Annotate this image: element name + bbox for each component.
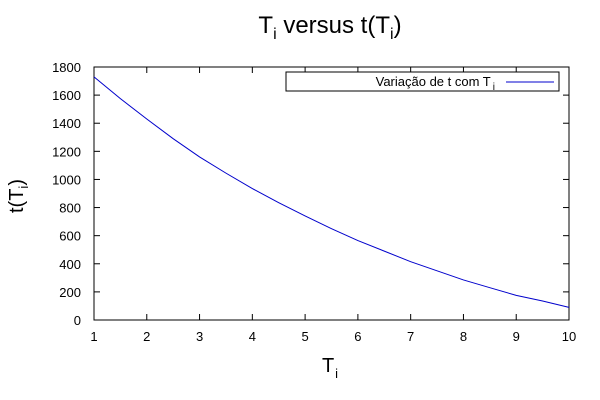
y-tick-label: 800 [59,201,81,216]
y-tick-label: 1800 [52,60,81,75]
x-tick-label: 10 [562,329,576,344]
y-tick-label: 200 [59,285,81,300]
chart-title-sub2: i [390,26,394,43]
x-axis-label-main: T [322,355,334,377]
y-tick-label: 600 [59,229,81,244]
y-tick-label: 1200 [52,144,81,159]
legend-label-sub: i [493,82,495,93]
x-tick-label: 5 [301,329,308,344]
y-tick-label: 0 [74,313,81,328]
x-tick-label: 4 [249,329,256,344]
plot-area [93,66,570,321]
x-tick-label: 2 [143,329,150,344]
x-tick-label: 6 [354,329,361,344]
x-tick-label: 7 [407,329,414,344]
y-axis: 0 200 400 600 800 1000 1200 1400 1600 1800 [52,60,569,328]
legend-box [285,71,560,92]
series-line [93,76,570,308]
x-tick-label: 3 [196,329,203,344]
x-axis-label-sub: i [335,366,338,381]
chart-title-close: ) [394,12,402,39]
y-axis-label-close: ) [6,179,28,186]
y-tick-label: 1000 [52,172,81,187]
y-axis-label-main: t(T [6,189,28,213]
chart-title-rest: versus t(T [277,12,391,39]
legend-label-main: Variação de t com T [376,74,491,89]
chart-title-sub: i [273,26,277,43]
chart-title: Ti versus t(Ti) [258,12,401,43]
y-axis-label: t(Ti) [6,179,31,213]
y-tick-label: 1600 [52,88,81,103]
y-axis-label-sub: i [16,186,31,189]
y-tick-label: 400 [59,257,81,272]
y-tick-label: 1400 [52,116,81,131]
chart-title-main: T [258,12,273,39]
x-axis-label: Ti [322,355,338,381]
x-tick-label: 9 [513,329,520,344]
x-axis: 1 2 3 4 5 6 7 8 9 10 [90,67,576,344]
x-tick-label: 8 [460,329,467,344]
x-tick-label: 1 [90,329,97,344]
